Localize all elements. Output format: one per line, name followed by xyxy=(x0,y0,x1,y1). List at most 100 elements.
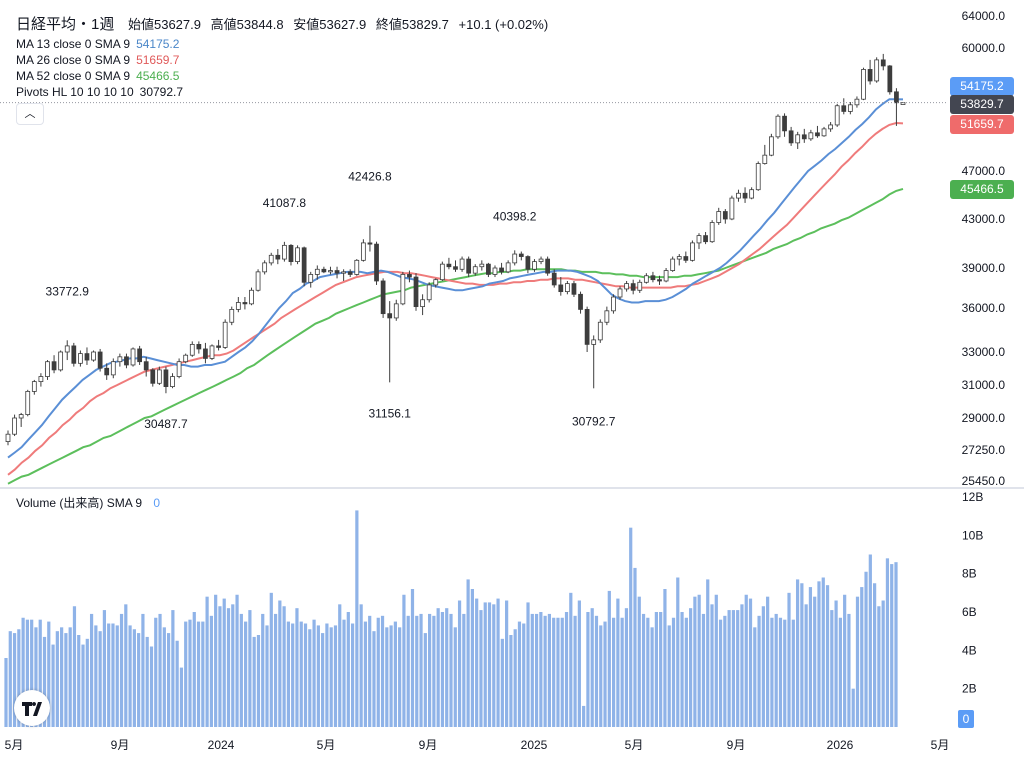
indicator-pivots[interactable]: Pivots HL 10 10 10 10 30792.7 xyxy=(16,84,183,100)
volume-bar xyxy=(256,635,261,727)
ma52-line xyxy=(7,187,904,485)
volume-bar xyxy=(145,636,149,727)
volume-bar xyxy=(415,615,419,727)
indicator-value: 30792.7 xyxy=(139,85,184,99)
volume-sma-label: SMA 9 xyxy=(106,496,143,510)
volume-bar xyxy=(513,629,517,727)
candle-body xyxy=(150,369,156,384)
candle-body xyxy=(84,353,90,361)
symbol-name[interactable]: 日経平均・1週 xyxy=(16,16,115,33)
candle-body xyxy=(97,351,103,369)
volume-bar xyxy=(398,627,402,727)
volume-zero-tag: 0 xyxy=(958,710,974,728)
volume-bar xyxy=(89,613,94,727)
candle-body xyxy=(400,274,406,305)
candle-body xyxy=(696,235,702,244)
volume-bar xyxy=(646,617,650,727)
candle-body xyxy=(795,134,801,144)
time-tick-label: 5月 xyxy=(317,738,336,752)
volume-bar xyxy=(423,633,427,727)
volume-bar xyxy=(333,625,338,727)
candle-body xyxy=(545,258,551,274)
volume-bar xyxy=(350,623,355,727)
volume-bar xyxy=(800,583,804,727)
volume-bar xyxy=(847,613,851,727)
volume-bar xyxy=(821,577,825,727)
volume-bar xyxy=(137,633,141,727)
time-axis[interactable]: 5月 9月 2024 5月 9月 2025 5月 9月 2026 5月 xyxy=(5,738,950,752)
candle-body xyxy=(156,369,162,384)
volume-legend[interactable]: Volume (出来高) SMA 9 0 xyxy=(16,494,160,511)
collapse-legend-button[interactable]: ︿ xyxy=(16,103,44,125)
volume-bar xyxy=(462,613,466,727)
volume-bar xyxy=(620,617,624,727)
pivot-label: 42426.8 xyxy=(348,170,392,184)
candle-body xyxy=(663,270,669,282)
volume-bar xyxy=(496,598,500,727)
indicator-ma26[interactable]: MA 26 close 0 SMA 9 51659.7 xyxy=(16,52,179,68)
volume-bar xyxy=(475,598,479,727)
candle-body xyxy=(736,192,741,199)
time-tick-label: 9月 xyxy=(727,738,746,752)
candle-body xyxy=(828,124,833,130)
volume-bar xyxy=(248,610,252,727)
price-tick-label: 29000.0 xyxy=(962,411,1006,425)
indicator-label: MA 26 close 0 SMA 9 xyxy=(16,53,131,67)
candle-body xyxy=(834,105,840,126)
candle-body xyxy=(683,256,689,261)
candle-body xyxy=(222,321,228,348)
volume-bar xyxy=(393,621,397,727)
volume-axis[interactable]: 12B 10B 8B 6B 4B 2B xyxy=(962,490,983,696)
candle-body xyxy=(176,361,182,377)
candle-body xyxy=(466,258,472,274)
volume-bar xyxy=(659,612,663,727)
volume-bar xyxy=(359,604,363,727)
high-label: 高値 xyxy=(210,17,237,32)
candle-body xyxy=(453,266,458,270)
volume-bar xyxy=(526,602,530,727)
volume-bar xyxy=(4,658,8,727)
tradingview-logo-icon[interactable] xyxy=(14,690,50,726)
volume-bar xyxy=(599,625,603,727)
volume-bar xyxy=(680,612,684,727)
candle-body xyxy=(216,345,221,348)
candlestick-series[interactable] xyxy=(5,53,906,446)
indicator-ma52[interactable]: MA 52 close 0 SMA 9 45466.5 xyxy=(16,68,179,84)
open-label: 始値 xyxy=(127,17,154,32)
volume-tick-label: 2B xyxy=(962,682,977,696)
volume-bar xyxy=(209,615,213,727)
volume-bar xyxy=(466,579,470,727)
candle-body xyxy=(499,267,504,273)
ma13-line xyxy=(7,98,904,459)
pivot-labels: 33772.9 30487.7 41087.8 42426.8 31156.1 40398… xyxy=(46,170,616,432)
volume-bar xyxy=(564,612,569,727)
volume-bar xyxy=(128,625,132,727)
candle-body xyxy=(367,242,373,245)
volume-bar xyxy=(586,612,590,727)
indicator-ma13[interactable]: MA 13 close 0 SMA 9 54175.2 xyxy=(16,36,179,52)
volume-bar xyxy=(654,612,658,727)
volume-bar xyxy=(616,598,620,727)
candle-body xyxy=(360,242,366,261)
price-axis[interactable]: 64000.0 60000.0 47000.0 43000.0 39000.0 36000… xyxy=(962,9,1006,488)
volume-tick-label: 4B xyxy=(962,643,977,657)
volume-bar xyxy=(85,638,89,727)
candle-body xyxy=(459,258,465,270)
volume-bar xyxy=(312,619,316,727)
volume-bar xyxy=(226,608,231,727)
time-tick-label: 5月 xyxy=(625,738,644,752)
low-value: 53627.9 xyxy=(319,17,367,32)
indicator-label: MA 13 close 0 SMA 9 xyxy=(16,37,131,51)
candle-body xyxy=(472,266,478,274)
volume-bar xyxy=(419,613,423,727)
pivot-label: 33772.9 xyxy=(46,284,90,298)
candle-body xyxy=(887,65,893,93)
volume-bar xyxy=(141,613,145,727)
volume-bar xyxy=(124,604,128,727)
volume-bar xyxy=(316,625,320,727)
volume-bar xyxy=(201,621,205,727)
volume-bar xyxy=(663,589,667,727)
volume-bar xyxy=(641,613,646,727)
volume-bar xyxy=(154,617,158,727)
